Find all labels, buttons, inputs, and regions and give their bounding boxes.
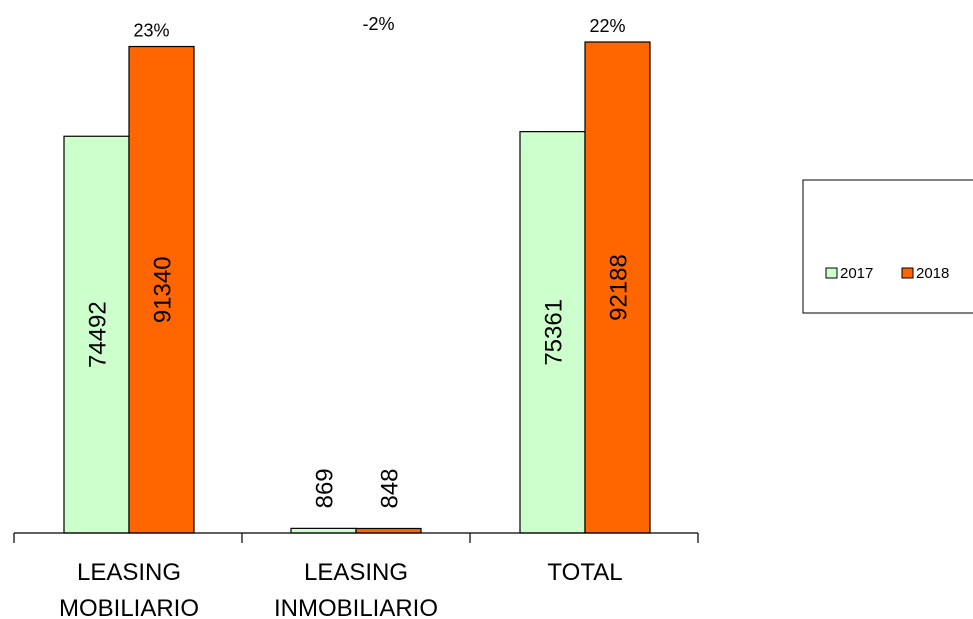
bar-2018-1 (355, 527, 422, 534)
legend-swatch-2018 (901, 267, 914, 279)
change-label-0: 23% (133, 21, 169, 41)
value-labels-group: 74492 91340 869 848 75361 92188 (85, 254, 633, 508)
legend: 2017 2018 (802, 179, 973, 314)
x-axis (13, 532, 699, 543)
bar-2017-2 (519, 131, 586, 534)
change-label-1: -2% (362, 14, 394, 34)
change-label-2: 22% (589, 16, 625, 36)
category-label-1-0: LEASING (304, 559, 408, 586)
bars-group (63, 41, 651, 534)
category-label-2-0: TOTAL (547, 559, 622, 586)
value-label-2018-0: 91340 (150, 256, 177, 323)
bar-2018-0 (128, 45, 195, 534)
category-labels-group: LEASING MOBILIARIO LEASING INMOBILIARIO TOTA… (59, 559, 623, 619)
bar-2017-1 (290, 527, 357, 534)
legend-label-2017: 2017 (840, 265, 873, 282)
legend-label-2018: 2018 (916, 265, 949, 282)
category-label-0-0: LEASING (77, 559, 181, 586)
category-label-1-1: INMOBILIARIO (274, 595, 438, 619)
value-label-2017-0: 74492 (85, 301, 112, 368)
category-label-0-1: MOBILIARIO (59, 595, 199, 619)
value-label-2018-2: 92188 (606, 254, 633, 321)
change-labels-group: 23% -2% 22% (133, 14, 625, 41)
value-label-2017-2: 75361 (541, 299, 568, 366)
legend-swatch-2017 (825, 267, 838, 279)
value-label-2017-1: 869 (312, 468, 339, 508)
bar-2018-2 (584, 41, 651, 534)
bar-2017-0 (63, 135, 130, 534)
value-label-2018-1: 848 (377, 468, 404, 508)
legend-box (802, 179, 973, 314)
